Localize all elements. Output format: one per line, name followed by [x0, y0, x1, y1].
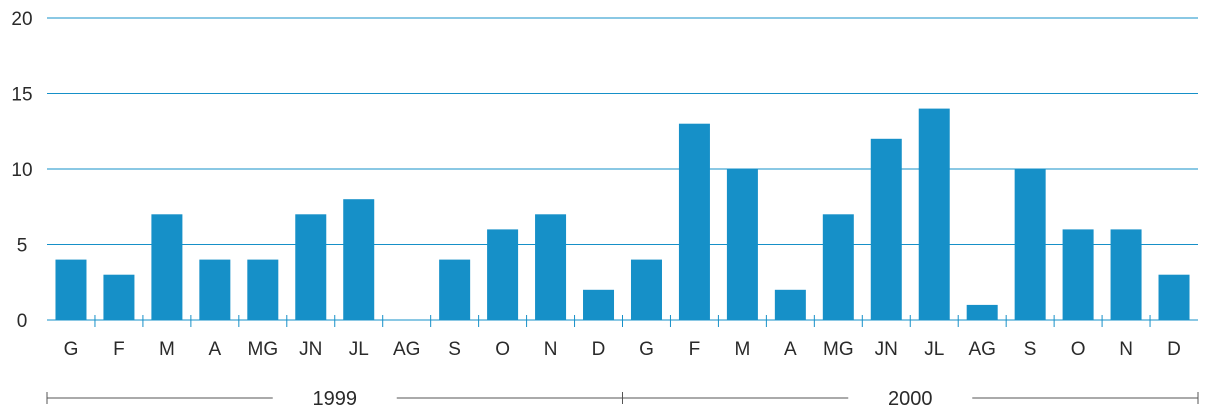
bar [630, 259, 662, 320]
x-tick-label: G [64, 339, 79, 360]
x-tick-label: JL [924, 339, 944, 360]
y-tick-label: 0 [17, 311, 28, 332]
bar [151, 214, 183, 320]
x-tick-label: D [1167, 339, 1181, 360]
bar [774, 289, 806, 320]
bar [439, 259, 471, 320]
bar [726, 169, 758, 320]
bar [55, 259, 87, 320]
x-tick-label: G [639, 339, 654, 360]
x-tick-label: D [592, 339, 606, 360]
y-tick-label: 15 [11, 85, 32, 106]
bar [1158, 274, 1190, 320]
bar [487, 229, 519, 320]
x-tick-label: A [209, 339, 222, 360]
bar [1014, 169, 1046, 320]
x-tick-label: M [159, 339, 175, 360]
x-axis-tick-labels: G F M A MG JN JL AG S O N D G F M A MG JN JL AG S O N D [64, 339, 1181, 360]
x-tick-label: F [689, 339, 701, 360]
x-tick-label: M [734, 339, 750, 360]
bar [295, 214, 327, 320]
x-tick-label: N [544, 339, 558, 360]
gridlines [47, 17, 1198, 245]
x-tick-label: AG [393, 339, 420, 360]
x-tick-label: O [1071, 339, 1086, 360]
year-label: 1999 [313, 388, 358, 409]
bar [966, 304, 998, 320]
bar [1110, 229, 1142, 320]
y-tick-label: 20 [11, 9, 32, 30]
bar [678, 123, 710, 320]
x-tick-label: AG [968, 339, 995, 360]
x-tick-label: F [113, 339, 125, 360]
y-axis-tick-labels: 0 5 10 15 20 [11, 9, 32, 332]
bar [870, 138, 902, 320]
bar [199, 259, 231, 320]
x-tick-label: O [495, 339, 510, 360]
x-tick-label: MG [823, 339, 854, 360]
x-tick-label: S [448, 339, 461, 360]
bar [583, 289, 615, 320]
x-axis [47, 315, 1198, 327]
bar [535, 214, 567, 320]
y-tick-label: 5 [17, 236, 28, 257]
bar [1062, 229, 1094, 320]
y-tick-label: 10 [11, 160, 32, 181]
year-brackets: 1999 2000 [46, 388, 1199, 409]
x-tick-label: A [784, 339, 797, 360]
x-tick-label: JN [299, 339, 322, 360]
x-tick-label: JN [875, 339, 898, 360]
bar [918, 108, 950, 320]
bars [55, 108, 1190, 320]
x-tick-label: S [1024, 339, 1037, 360]
bar [247, 259, 279, 320]
x-tick-label: MG [248, 339, 279, 360]
x-tick-label: JL [349, 339, 369, 360]
year-label: 2000 [888, 388, 933, 409]
x-tick-label: N [1119, 339, 1133, 360]
bar [343, 199, 375, 320]
bar [822, 214, 854, 320]
bar [103, 274, 135, 320]
